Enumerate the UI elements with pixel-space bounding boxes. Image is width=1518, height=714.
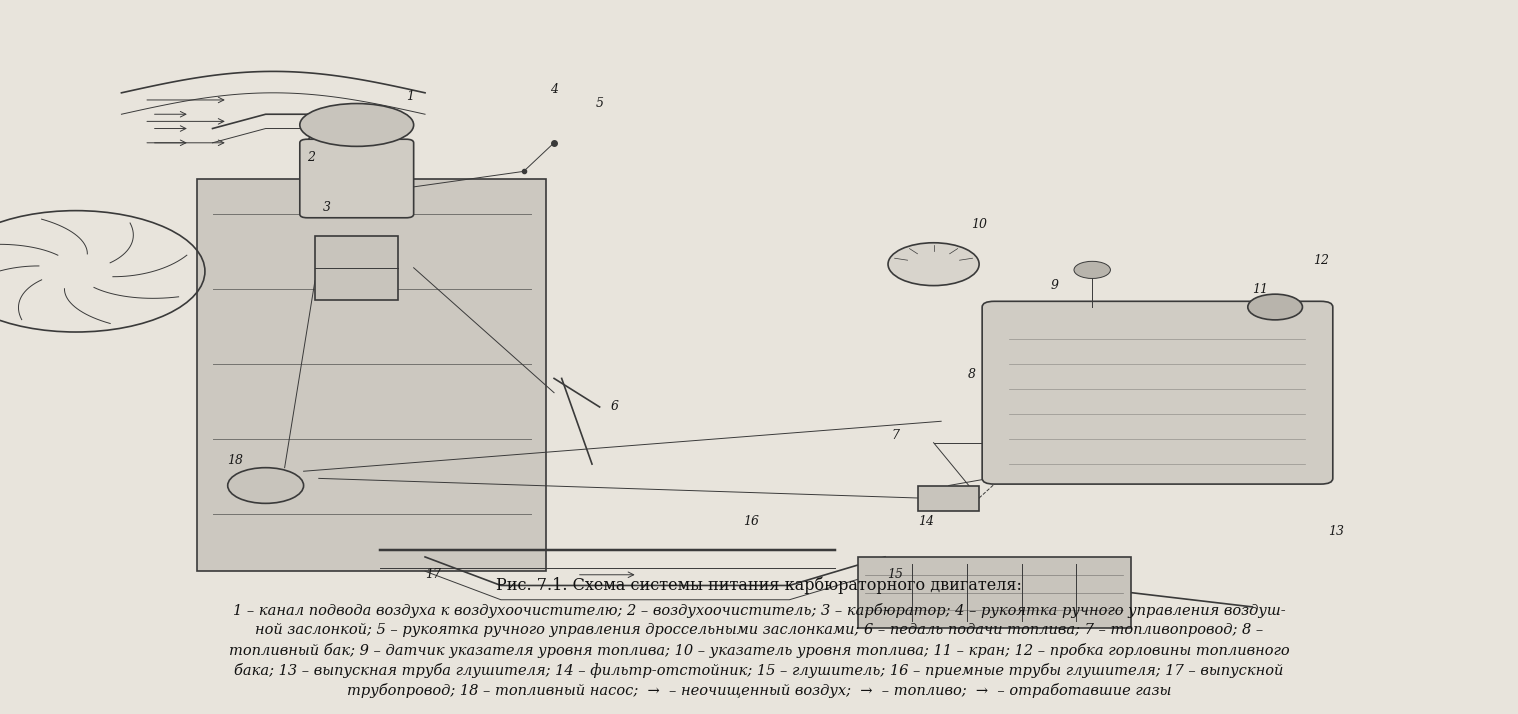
- Text: 17: 17: [425, 568, 440, 581]
- Text: трубопровод; 18 – топливный насос;  →  – неочищенный воздух;  →  – топливо;  →  : трубопровод; 18 – топливный насос; → – н…: [346, 683, 1172, 698]
- Bar: [197, 178, 546, 571]
- Bar: [858, 557, 1131, 628]
- Text: 14: 14: [918, 515, 934, 528]
- Text: 8: 8: [967, 368, 976, 381]
- Circle shape: [1075, 261, 1110, 278]
- Text: 2: 2: [307, 151, 316, 164]
- Bar: [918, 486, 979, 511]
- Text: 15: 15: [888, 568, 903, 581]
- Text: 13: 13: [1328, 526, 1343, 538]
- Text: 7: 7: [891, 429, 900, 442]
- Ellipse shape: [299, 104, 413, 146]
- Text: 9: 9: [1050, 279, 1060, 292]
- Text: 11: 11: [1252, 283, 1268, 296]
- Circle shape: [1248, 294, 1302, 320]
- Text: 10: 10: [972, 218, 987, 231]
- Text: 1 – канал подвода воздуха к воздухоочистителю; 2 – воздухоочиститель; 3 – карбюр: 1 – канал подвода воздуха к воздухоочист…: [232, 603, 1286, 618]
- FancyBboxPatch shape: [982, 301, 1333, 484]
- Text: 4: 4: [550, 83, 559, 96]
- Bar: [316, 236, 398, 300]
- Circle shape: [228, 468, 304, 503]
- Circle shape: [888, 243, 979, 286]
- Text: 12: 12: [1313, 254, 1328, 267]
- Text: 5: 5: [595, 97, 604, 110]
- Text: бака; 13 – выпускная труба глушителя; 14 – фильтр-отстойник; 15 – глушитель; 16 : бака; 13 – выпускная труба глушителя; 14…: [234, 663, 1284, 678]
- Text: топливный бак; 9 – датчик указателя уровня топлива; 10 – указатель уровня топлив: топливный бак; 9 – датчик указателя уров…: [229, 643, 1289, 658]
- Text: 18: 18: [228, 454, 243, 467]
- Text: 6: 6: [610, 401, 619, 413]
- Text: ной заслонкой; 5 – рукоятка ручного управления дроссельными заслонками; 6 – педа: ной заслонкой; 5 – рукоятка ручного упра…: [255, 623, 1263, 638]
- Text: 16: 16: [744, 515, 759, 528]
- Text: 1: 1: [405, 90, 414, 103]
- FancyBboxPatch shape: [299, 139, 413, 218]
- Text: Рис. 7.1. Схема системы питания карбюраторного двигателя:: Рис. 7.1. Схема системы питания карбюрат…: [496, 577, 1022, 594]
- Text: 3: 3: [322, 201, 331, 213]
